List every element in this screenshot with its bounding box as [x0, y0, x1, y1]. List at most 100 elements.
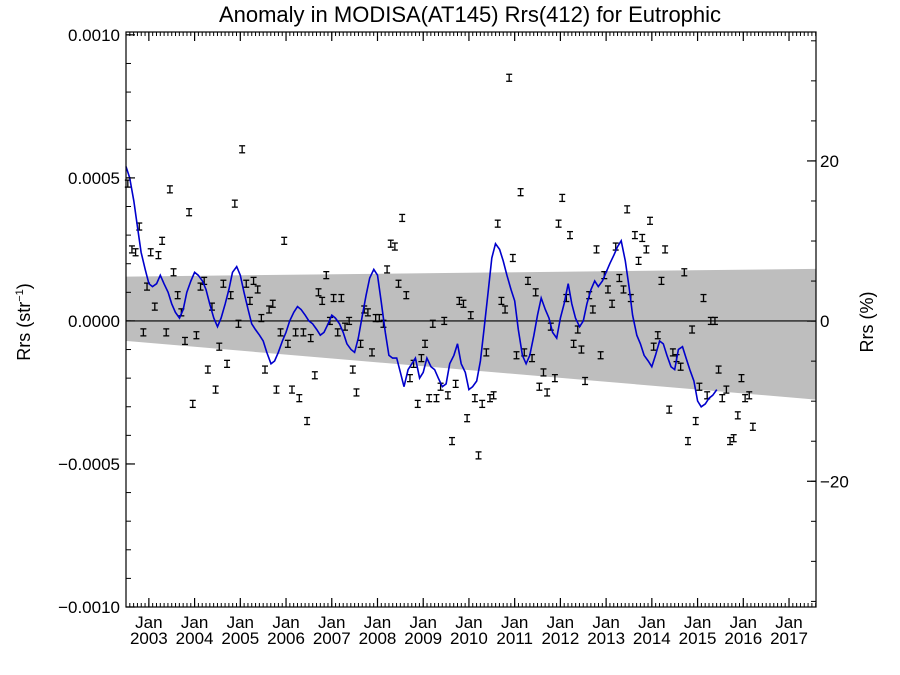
- data-point: [441, 316, 448, 326]
- plot-area: [124, 31, 817, 608]
- data-point: [559, 193, 566, 203]
- x-tick-month: Jan: [775, 613, 802, 632]
- data-point: [684, 436, 691, 446]
- data-point: [155, 250, 162, 260]
- y2-tick-label: 20: [820, 152, 839, 171]
- data-point: [353, 388, 360, 397]
- data-point: [532, 288, 539, 297]
- data-point: [669, 348, 676, 357]
- data-point: [589, 305, 596, 314]
- data-point: [231, 199, 238, 208]
- x-tick-month: Jan: [501, 613, 528, 632]
- data-point: [235, 319, 242, 328]
- data-point: [616, 273, 623, 283]
- data-point: [513, 351, 520, 360]
- data-point: [609, 299, 616, 308]
- x-tick-month: Jan: [318, 613, 345, 632]
- x-tick-month: Jan: [730, 613, 757, 632]
- y-axis-label-left: Rrs (str−1): [14, 283, 34, 361]
- data-point: [193, 331, 200, 340]
- data-point: [689, 325, 696, 334]
- data-point: [250, 276, 257, 286]
- data-point: [140, 328, 147, 337]
- data-point: [159, 236, 166, 245]
- data-point: [266, 305, 273, 314]
- data-point: [403, 291, 410, 300]
- x-tick-month: Jan: [181, 613, 208, 632]
- x-tick-year: 2015: [679, 629, 717, 648]
- data-point: [132, 248, 139, 257]
- x-tick-month: Jan: [684, 613, 711, 632]
- x-tick-year: 2011: [496, 629, 533, 648]
- chart-title: Anomaly in MODISA(AT145) Rrs(412) for Eu…: [219, 2, 721, 27]
- data-point: [578, 345, 585, 354]
- data-point: [449, 436, 456, 446]
- x-tick-year: 2012: [541, 629, 579, 648]
- data-point: [334, 328, 341, 337]
- data-point: [456, 296, 463, 306]
- data-point: [502, 305, 509, 314]
- data-point: [422, 339, 429, 348]
- data-point: [570, 339, 577, 348]
- data-point: [666, 405, 673, 414]
- data-point: [696, 382, 703, 391]
- data-point: [170, 268, 177, 277]
- data-point: [524, 276, 531, 286]
- data-point: [734, 411, 741, 420]
- data-point: [399, 213, 406, 223]
- x-tick-year: 2006: [267, 629, 305, 648]
- x-tick-month: Jan: [227, 613, 254, 632]
- y2-tick-label: 0: [820, 312, 829, 331]
- data-point: [486, 394, 493, 403]
- data-point: [239, 145, 246, 154]
- data-point: [433, 394, 440, 403]
- data-point: [284, 339, 291, 348]
- x-tick-month: Jan: [592, 613, 619, 632]
- smoothed-anomaly-line: [125, 166, 718, 408]
- data-point: [654, 331, 661, 340]
- data-point: [727, 436, 734, 446]
- x-tick-year: 2013: [587, 629, 625, 648]
- data-point: [582, 376, 589, 386]
- data-point: [204, 365, 211, 374]
- data-point: [426, 394, 433, 403]
- y-tick-label: 0.0005: [68, 169, 120, 188]
- data-point: [719, 394, 726, 403]
- x-tick-year: 2008: [359, 629, 397, 648]
- data-point: [517, 188, 524, 197]
- y-tick-label: 0.0000: [68, 312, 120, 331]
- data-point: [174, 291, 181, 300]
- data-point: [269, 299, 276, 308]
- x-tick-year: 2016: [724, 629, 762, 648]
- confidence-band: [126, 268, 816, 400]
- data-point: [406, 373, 413, 383]
- y-axis-label-close: ): [14, 283, 34, 289]
- x-tick-month: Jan: [638, 613, 665, 632]
- data-point: [243, 279, 250, 288]
- data-point: [540, 368, 547, 377]
- x-tick-year: 2007: [313, 629, 351, 648]
- x-tick-month: Jan: [364, 613, 391, 632]
- data-point: [288, 385, 295, 394]
- data-point: [395, 279, 402, 288]
- x-axis: Jan2003Jan2004Jan2005Jan2006Jan2007Jan20…: [125, 32, 817, 648]
- data-point: [281, 236, 288, 245]
- data-point: [475, 451, 482, 460]
- data-point: [346, 316, 353, 326]
- data-point: [460, 299, 467, 308]
- data-point: [483, 348, 490, 357]
- data-point: [147, 248, 154, 257]
- data-point: [494, 219, 501, 228]
- data-point: [189, 399, 196, 409]
- data-point: [254, 285, 261, 294]
- y-axis-label-right: Rrs (%): [857, 292, 877, 353]
- data-point: [700, 293, 707, 303]
- data-point: [593, 245, 600, 254]
- data-point: [163, 328, 170, 337]
- data-point: [639, 233, 646, 243]
- data-point: [369, 348, 376, 357]
- data-point: [212, 385, 219, 394]
- data-point: [536, 382, 543, 391]
- data-point: [418, 353, 425, 363]
- data-point: [566, 230, 573, 240]
